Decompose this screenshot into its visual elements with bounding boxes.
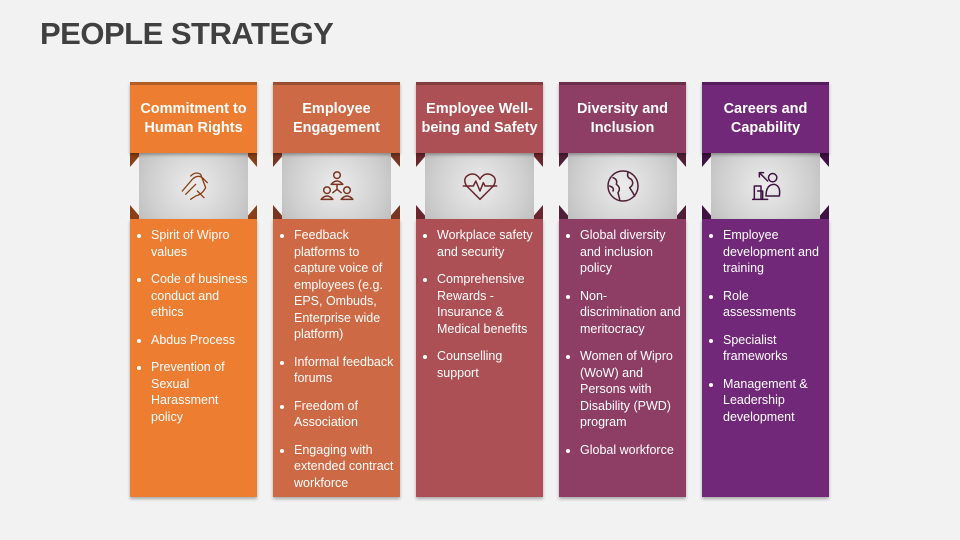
icon-band (416, 153, 543, 219)
bullet-list: Global diversity and inclusion policy Non… (565, 227, 682, 458)
column-heading: Employee Engagement (273, 82, 400, 153)
column-heading: Commitment to Human Rights (130, 82, 257, 153)
icon-band (273, 153, 400, 219)
bullet-list: Workplace safety and security Comprehensi… (422, 227, 539, 381)
bullet-item: Global diversity and inclusion policy (580, 227, 682, 277)
bullet-item: Specialist frameworks (723, 332, 825, 365)
icon-band (559, 153, 686, 219)
page-title: PEOPLE STRATEGY (40, 16, 334, 51)
icon-band (702, 153, 829, 219)
column-heading-text: Commitment to Human Rights (140, 101, 247, 136)
column-body: Employee development and training Role as… (702, 219, 829, 497)
bullet-item: Employee development and training (723, 227, 825, 277)
column-heading-text: Employee Well-being and Safety (421, 101, 538, 136)
strategy-column: Diversity and Inclusion Global diversity… (559, 82, 686, 497)
bullet-item: Management & Leadership development (723, 376, 825, 426)
bullet-item: Feedback platforms to capture voice of e… (294, 227, 396, 343)
column-body: Spirit of Wipro values Code of business c… (130, 219, 257, 497)
column-heading: Careers and Capability (702, 82, 829, 153)
team-network-icon (319, 171, 354, 201)
strategy-column: Employee Engagement Feedback platforms t… (273, 82, 400, 497)
bullet-list: Employee development and training Role as… (708, 227, 825, 425)
column-heading-text: Employee Engagement (292, 101, 380, 136)
bullet-item: Spirit of Wipro values (151, 227, 253, 260)
bullet-item: Role assessments (723, 288, 825, 321)
bullet-item: Prevention of Sexual Harassment policy (151, 359, 253, 425)
bullet-item: Non-discrimination and meritocracy (580, 288, 682, 338)
bullet-item: Engaging with extended contract workforc… (294, 442, 396, 492)
column-heading: Diversity and Inclusion (559, 82, 686, 153)
handshake-icon (181, 172, 208, 200)
bullet-item: Counselling support (437, 348, 539, 381)
icon-band (130, 153, 257, 219)
column-body: Global diversity and inclusion policy Non… (559, 219, 686, 497)
bullet-item: Abdus Process (151, 332, 253, 349)
column-heading-text: Diversity and Inclusion (576, 101, 669, 136)
strategy-column: Careers and Capability Employee developm… (702, 82, 829, 497)
bullet-item: Comprehensive Rewards - Insurance & Medi… (437, 271, 539, 337)
strategy-column: Employee Well-being and Safety Workplace… (416, 82, 543, 497)
strategy-column: Commitment to Human Rights Spirit of Wip… (130, 82, 257, 497)
heart-pulse-icon (462, 173, 497, 201)
column-body: Feedback platforms to capture voice of e… (273, 219, 400, 497)
bullet-item: Women of Wipro (WoW) and Persons with Di… (580, 348, 682, 431)
bullet-item: Global workforce (580, 442, 682, 459)
bullet-item: Workplace safety and security (437, 227, 539, 260)
bullet-list: Spirit of Wipro values Code of business c… (136, 227, 253, 425)
bullet-item: Freedom of Association (294, 398, 396, 431)
column-heading-text: Careers and Capability (723, 101, 808, 136)
bullet-item: Informal feedback forums (294, 354, 396, 387)
globe-icon (606, 170, 639, 202)
column-body: Workplace safety and security Comprehensi… (416, 219, 543, 497)
bullet-item: Code of business conduct and ethics (151, 271, 253, 321)
bullet-list: Feedback platforms to capture voice of e… (279, 227, 396, 491)
career-growth-icon (751, 171, 780, 201)
column-heading: Employee Well-being and Safety (416, 82, 543, 153)
